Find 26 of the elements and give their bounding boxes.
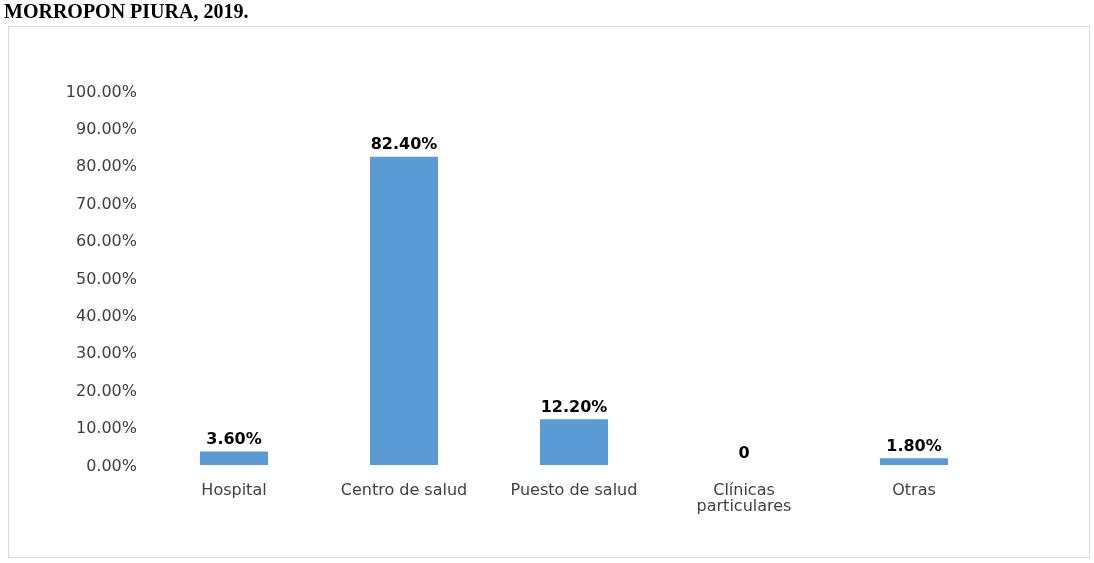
data-label: 82.40%	[370, 134, 438, 154]
data-label: 0	[738, 442, 750, 462]
bar	[540, 419, 608, 465]
y-tick-label: 20.00%	[75, 380, 137, 400]
data-label: 1.80%	[886, 435, 942, 455]
y-tick-label: 10.00%	[75, 418, 137, 438]
x-tick-label: Otras	[892, 479, 936, 499]
y-tick-label: 30.00%	[75, 343, 137, 363]
bar	[880, 458, 948, 465]
chart-title: MORROPON PIURA, 2019.	[4, 0, 249, 23]
y-tick-label: 80.00%	[75, 156, 137, 176]
y-tick-label: 70.00%	[75, 193, 137, 213]
y-tick-label: 50.00%	[75, 268, 137, 288]
bar	[200, 451, 268, 465]
y-tick-label: 90.00%	[75, 118, 137, 138]
data-label: 3.60%	[206, 429, 262, 449]
data-label: 12.20%	[540, 396, 608, 416]
y-tick-label: 40.00%	[75, 305, 137, 325]
y-tick-label: 60.00%	[75, 231, 137, 251]
x-tick-label: Puesto de salud	[510, 479, 638, 499]
x-tick-label: Hospital	[201, 479, 267, 499]
y-tick-label: 100.00%	[65, 81, 137, 101]
y-tick-label: 0.00%	[86, 455, 137, 475]
bar	[370, 156, 438, 465]
x-tick-label: Centro de salud	[340, 479, 468, 499]
x-tick-label: Clínicas particulares	[696, 479, 792, 515]
